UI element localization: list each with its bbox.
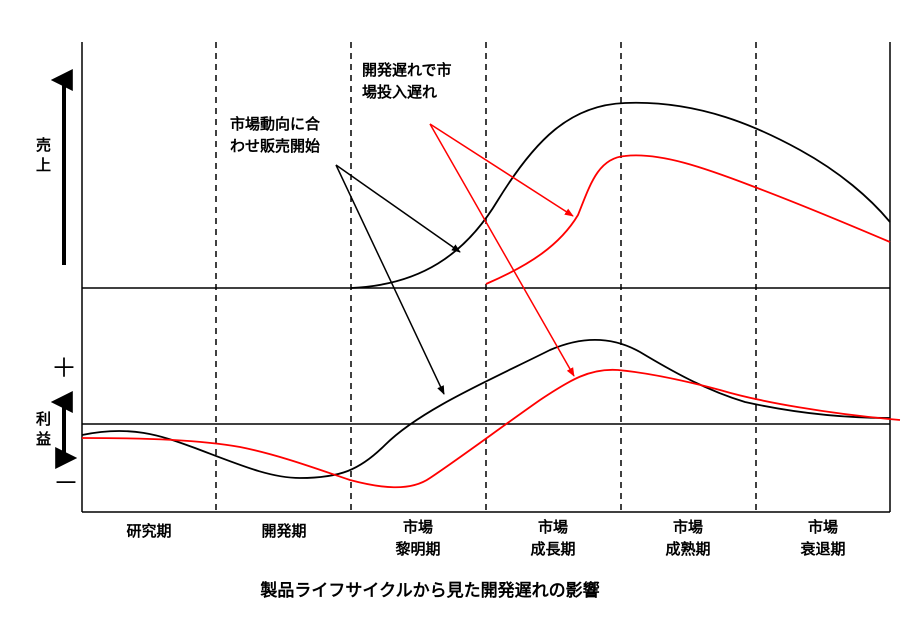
phase-research-line-1: 研究期 — [126, 522, 171, 540]
phase-growth-line-1: 市場 — [538, 518, 568, 536]
plus-sign: ＋ — [51, 354, 77, 384]
phase-dawn-line-1: 市場 — [403, 518, 433, 536]
profit-curve-delayed — [81, 368, 901, 489]
minus-sign: － — [53, 469, 79, 499]
arrow-delayed-to-profit — [429, 123, 575, 377]
phase-decline-line-1: 市場 — [808, 518, 838, 536]
profit-label-1: 利 — [36, 410, 51, 428]
sales-label-2: 上 — [36, 156, 51, 174]
arrow-delayed-to-sales — [429, 123, 574, 217]
profit-curve-on-time — [81, 338, 891, 479]
sales-label-1: 売 — [36, 136, 51, 154]
phase-development-line-1: 開発期 — [261, 522, 306, 540]
phase-labels: 研究期 開発期 市場 黎明期 市場 成長期 市場 成熟期 市場 衰退期 — [126, 518, 845, 558]
phase-dividers — [215, 42, 757, 512]
annotation-on-time-line-1: 市場動向に合 — [230, 115, 321, 133]
sales-curve-delayed — [485, 154, 891, 285]
phase-decline-line-2: 衰退期 — [799, 540, 845, 558]
annotation-on-time-line-2: わせ販売開始 — [230, 137, 320, 155]
arrow-on-time-to-sales — [335, 164, 461, 253]
phase-maturity-line-1: 市場 — [673, 518, 703, 536]
annotation-delayed-line-2: 場投入遅れ — [362, 83, 437, 101]
phase-growth-line-2: 成長期 — [530, 540, 575, 558]
caption: 製品ライフサイクルから見た開発遅れの影響 — [259, 580, 599, 601]
profit-label-2: 益 — [36, 430, 51, 448]
phase-dawn-line-2: 黎明期 — [395, 540, 440, 558]
arrow-on-time-to-profit — [335, 164, 445, 395]
annotation-delayed-line-1: 開発遅れで市 — [362, 61, 452, 79]
phase-maturity-line-2: 成熟期 — [665, 540, 710, 558]
